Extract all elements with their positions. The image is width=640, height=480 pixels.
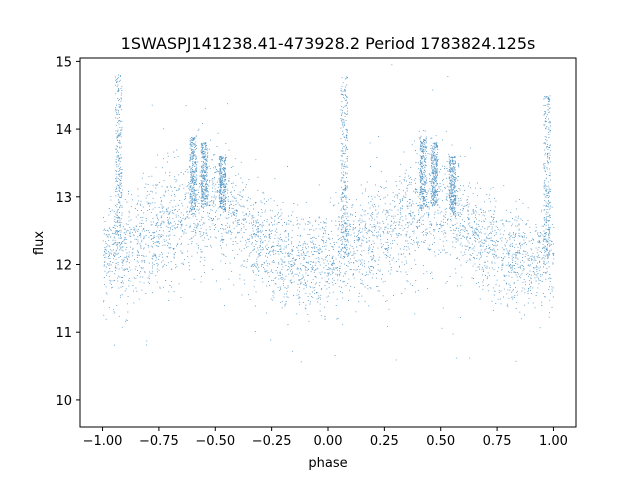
y-axis: 10 11 12 13 14 15 [55, 55, 80, 409]
x-tick-label: −0.50 [195, 434, 235, 449]
y-tick-label: 15 [55, 55, 72, 70]
x-tick-label: 0.50 [426, 434, 455, 449]
x-tick-label: −0.75 [139, 434, 179, 449]
chart-title: 1SWASPJ141238.41-473928.2 Period 1783824… [121, 34, 536, 53]
y-axis-label: flux [32, 231, 47, 255]
data-points [102, 64, 555, 363]
x-tick-label: 1.00 [539, 434, 568, 449]
x-tick-label: 0.75 [483, 434, 512, 449]
scatter-points [102, 64, 555, 363]
y-tick-label: 11 [55, 326, 72, 341]
y-tick-label: 12 [55, 259, 72, 274]
x-tick-label: −1.00 [83, 434, 123, 449]
y-tick-label: 13 [55, 191, 72, 206]
x-axis-label: phase [308, 456, 347, 471]
x-tick-label: −0.25 [252, 434, 292, 449]
x-tick-label: 0.00 [314, 434, 343, 449]
y-tick-label: 14 [55, 123, 72, 138]
y-tick-label: 10 [55, 394, 72, 409]
x-tick-label: 0.25 [370, 434, 399, 449]
x-axis: −1.00 −0.75 −0.50 −0.25 0.00 0.25 0.50 0.75 1.00 [83, 427, 568, 449]
plot-frame [79, 57, 577, 428]
